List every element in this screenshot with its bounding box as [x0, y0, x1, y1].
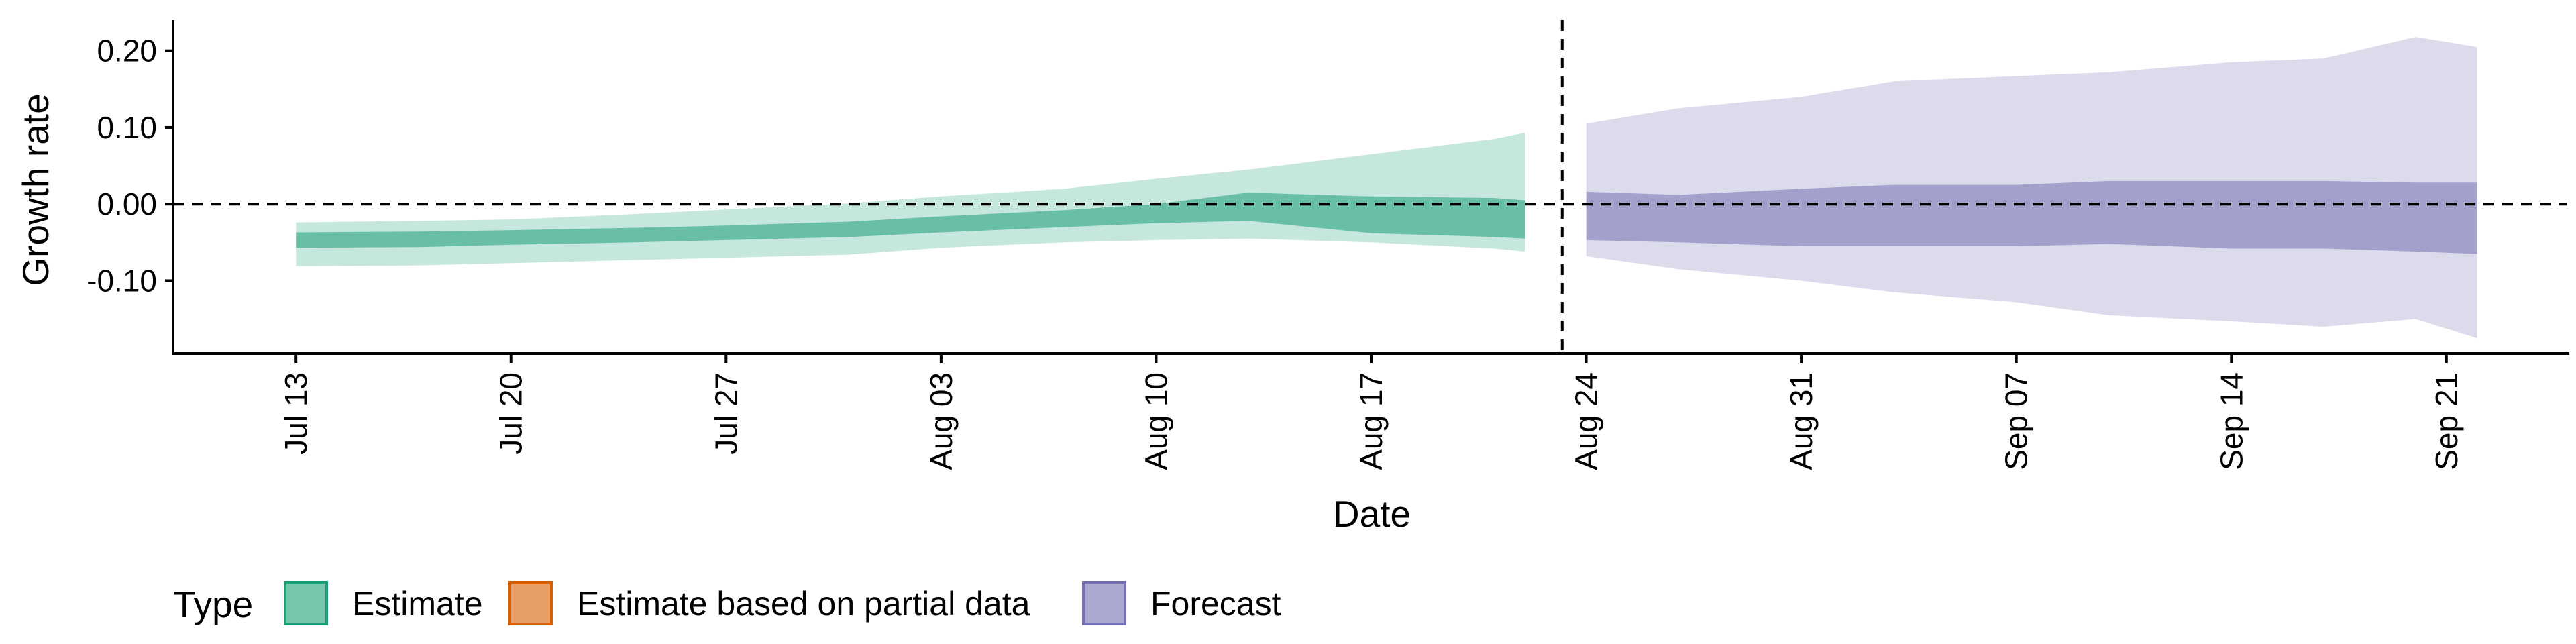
x-tick-label: Sep 07	[1999, 372, 2034, 470]
x-tick-label: Jul 27	[708, 372, 743, 455]
x-tick-label: Jul 20	[494, 372, 529, 455]
x-ticks: Jul 13 Jul 20 Jul 27 Aug 03 Aug 10 Aug 17 Aug …	[278, 354, 2464, 470]
y-tick-label: 0.20	[97, 34, 157, 68]
y-tick-label: 0.10	[97, 110, 157, 145]
reference-lines	[173, 20, 2567, 354]
legend-swatch-forecast	[1082, 581, 1126, 625]
y-ticks: 0.20 0.10 0.00 -0.10	[87, 34, 173, 298]
x-tick-label: Aug 10	[1138, 372, 1173, 470]
x-tick-label: Sep 21	[2429, 372, 2464, 470]
legend-label-forecast: Forecast	[1150, 585, 1281, 623]
legend-title: Type	[173, 584, 253, 625]
legend-swatch-estimate-based-on-partial-data	[508, 581, 553, 625]
y-axis-title: Growth rate	[15, 93, 56, 286]
x-tick-label: Aug 31	[1784, 372, 1819, 470]
y-tick-label: 0.00	[97, 186, 157, 221]
x-tick-label: Jul 13	[278, 372, 313, 455]
legend-swatch-estimate	[284, 581, 328, 625]
legend: Type Estimate Estimate based on partial d…	[173, 581, 1281, 625]
uncertainty-bands	[296, 37, 2477, 339]
x-tick-label: Aug 24	[1569, 372, 1604, 470]
x-tick-label: Sep 14	[2214, 372, 2249, 470]
forecast-inner-band	[1586, 180, 2477, 254]
estimate-inner-band	[296, 193, 1525, 248]
x-tick-label: Aug 17	[1354, 372, 1389, 470]
legend-label-estimate-based-on-partial-data: Estimate based on partial data	[577, 585, 1030, 623]
y-tick-label: -0.10	[87, 263, 157, 298]
x-tick-label: Aug 03	[924, 372, 959, 470]
x-axis-title: Date	[1333, 493, 1411, 535]
legend-label-estimate: Estimate	[352, 585, 483, 623]
